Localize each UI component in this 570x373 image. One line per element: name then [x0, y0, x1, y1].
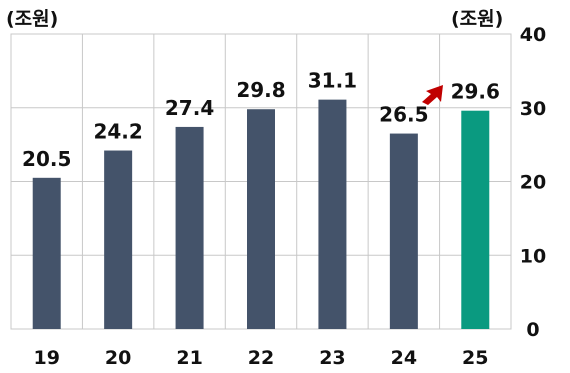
x-tick-label: 21 [176, 347, 202, 369]
bar [175, 126, 204, 329]
y-tick-label: 30 [520, 98, 546, 120]
bar [389, 133, 418, 329]
x-tick-label: 25 [462, 347, 488, 369]
x-tick-label: 19 [33, 347, 59, 369]
unit-label-left: (조원) [6, 8, 59, 30]
y-tick-label: 0 [526, 319, 539, 341]
x-tick-label: 24 [391, 347, 417, 369]
unit-label-right: (조원) [451, 8, 504, 30]
data-label: 26.5 [379, 103, 428, 127]
data-label: 29.6 [451, 80, 500, 104]
red-arrow-annotation [422, 85, 443, 105]
x-tick-label: 23 [319, 347, 345, 369]
bar [318, 99, 347, 329]
bar [461, 110, 490, 329]
y-tick-label: 20 [520, 172, 546, 194]
x-tick-label: 22 [248, 347, 274, 369]
bar [32, 177, 61, 329]
y-tick-label: 10 [520, 245, 546, 267]
y-tick-label: 40 [520, 24, 546, 46]
bar [104, 150, 133, 329]
x-tick-label: 20 [105, 347, 131, 369]
data-label: 31.1 [308, 69, 357, 93]
data-label: 20.5 [22, 147, 71, 171]
data-label: 29.8 [236, 78, 285, 102]
bar [247, 109, 275, 329]
data-label: 24.2 [93, 120, 142, 144]
data-label: 27.4 [165, 96, 214, 120]
